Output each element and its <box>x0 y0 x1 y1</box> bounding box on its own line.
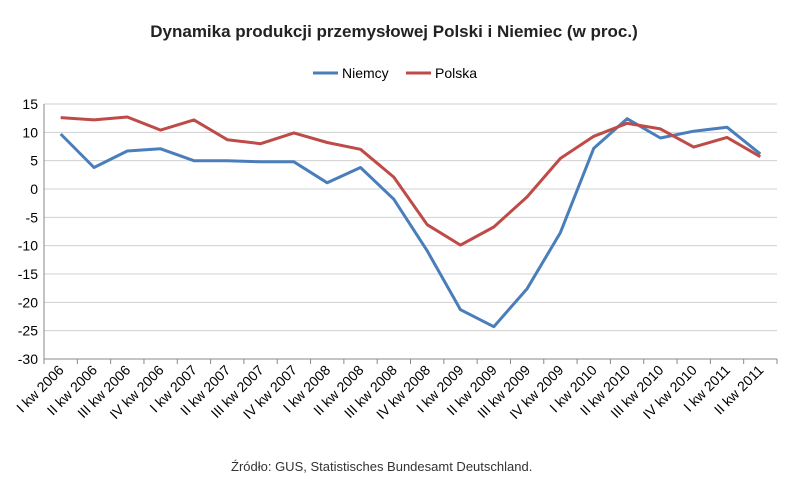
y-tick-label: 5 <box>30 153 38 169</box>
y-axis-ticks: 15 10 5 0 -5 -10 -15 -20 -25 -30 <box>18 96 38 367</box>
chart-title: Dynamika produkcji przemysłowej Polski i… <box>150 22 638 41</box>
source-note: Źródło: GUS, Statistisches Bundesamt Deu… <box>231 459 532 474</box>
y-tick-label: 0 <box>30 181 38 197</box>
y-tick-label: 10 <box>22 124 38 140</box>
series-line-niemcy <box>59 117 762 329</box>
y-tick-label: -5 <box>26 209 39 225</box>
y-tick-label: -15 <box>18 266 38 282</box>
legend-label-polska: Polska <box>435 65 477 81</box>
y-tick-label: 15 <box>22 96 38 112</box>
grid <box>43 103 777 360</box>
series-lines <box>59 115 762 329</box>
y-tick-label: -20 <box>18 294 38 310</box>
series-line-polska <box>60 115 762 247</box>
legend-label-niemcy: Niemcy <box>342 65 389 81</box>
y-tick-label: -25 <box>18 323 38 339</box>
y-tick-label: -30 <box>18 351 38 367</box>
y-tick-label: -10 <box>18 238 38 254</box>
legend: Niemcy Polska <box>313 65 477 81</box>
